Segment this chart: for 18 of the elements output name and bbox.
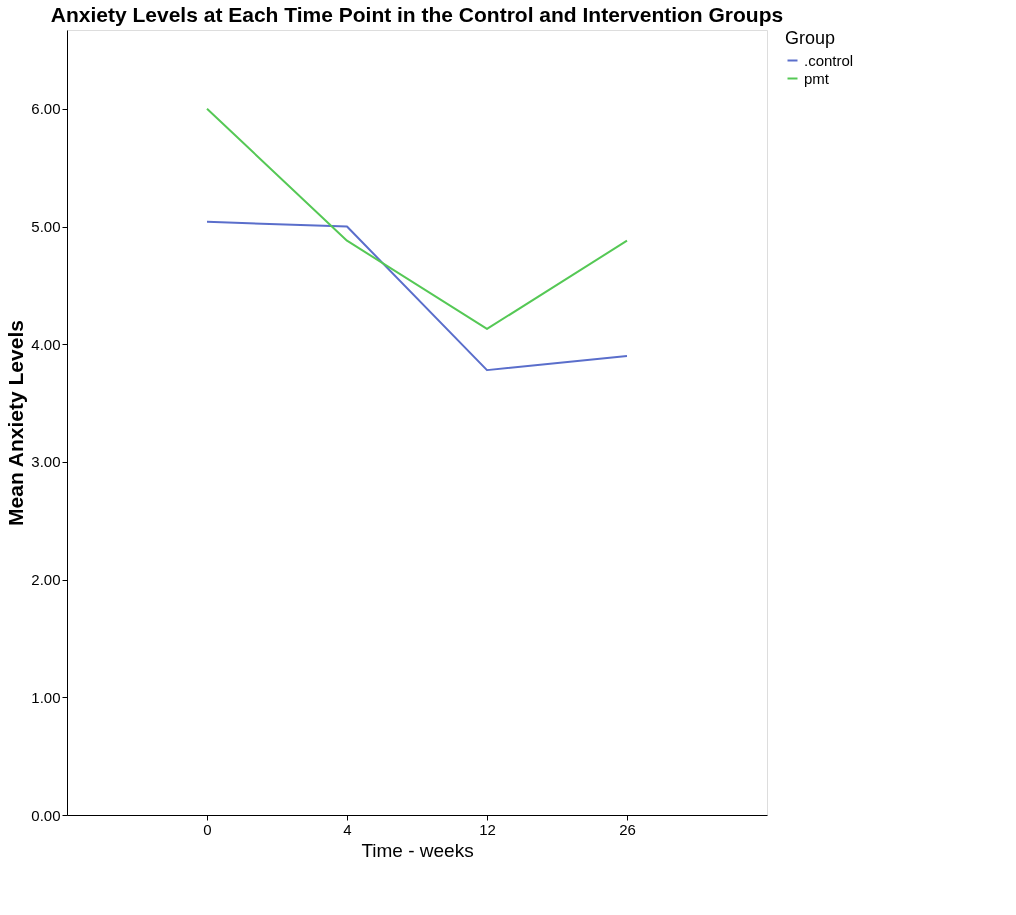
y-tick-label: 2.00 — [31, 571, 61, 589]
x-tick-label: 0 — [203, 820, 212, 838]
x-tick-label: 12 — [479, 820, 496, 838]
y-tick-label: 6.00 — [31, 100, 61, 118]
legend-label: pmt — [804, 69, 830, 87]
x-axis-title: Time - weeks — [361, 839, 474, 861]
y-tick-label: 3.00 — [31, 453, 61, 471]
y-tick-label: 5.00 — [31, 218, 61, 236]
x-tick-label: 26 — [619, 820, 636, 838]
chart-title: Anxiety Levels at Each Time Point in the Control and Intervention Groups — [50, 3, 784, 26]
y-tick-label: 4.00 — [31, 335, 61, 353]
x-tick-label: 4 — [343, 820, 352, 838]
line-series — [206, 220, 628, 372]
y-tick-label: 0.00 — [31, 806, 61, 824]
legend-title: Group — [785, 28, 836, 48]
y-tick-label: 1.00 — [31, 688, 61, 706]
y-axis-title: Mean Anxiety Levels — [4, 320, 28, 526]
legend-label: .control — [804, 51, 854, 69]
